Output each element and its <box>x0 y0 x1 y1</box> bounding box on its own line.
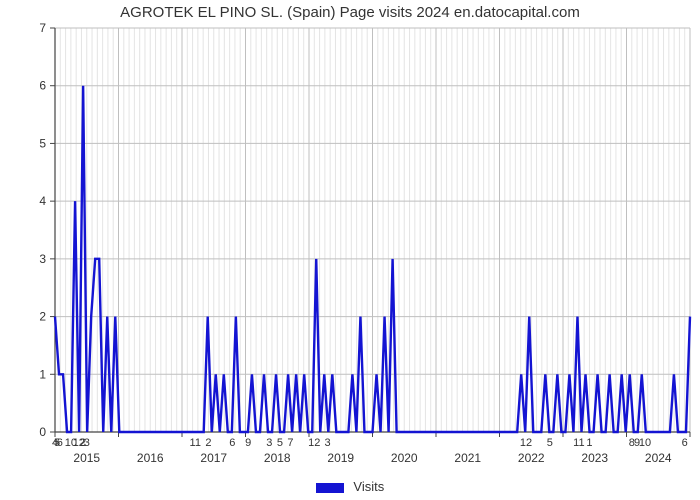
svg-text:3: 3 <box>84 437 90 449</box>
svg-text:2019: 2019 <box>327 451 354 465</box>
svg-text:10: 10 <box>639 437 651 449</box>
svg-text:2024: 2024 <box>645 451 672 465</box>
svg-text:6: 6 <box>57 437 63 449</box>
svg-text:7: 7 <box>39 21 46 35</box>
svg-text:12: 12 <box>308 437 320 449</box>
svg-text:11: 11 <box>573 437 584 449</box>
legend-label: Visits <box>353 479 384 494</box>
svg-text:7: 7 <box>287 437 293 449</box>
legend-swatch <box>316 483 344 493</box>
svg-text:1: 1 <box>39 367 46 381</box>
svg-text:12: 12 <box>520 437 532 449</box>
svg-text:2021: 2021 <box>454 451 481 465</box>
chart-title: AGROTEK EL PINO SL. (Spain) Page visits … <box>0 4 700 21</box>
svg-text:3: 3 <box>39 252 46 266</box>
svg-text:11: 11 <box>190 437 201 449</box>
svg-text:2: 2 <box>205 437 211 449</box>
svg-text:4: 4 <box>39 194 46 208</box>
legend: Visits <box>0 479 700 494</box>
svg-text:6: 6 <box>39 79 46 93</box>
svg-text:5: 5 <box>547 437 553 449</box>
chart-container: AGROTEK EL PINO SL. (Spain) Page visits … <box>0 0 700 500</box>
svg-text:2023: 2023 <box>581 451 608 465</box>
chart-svg: 0123456720152016201720182019202020212022… <box>0 0 700 500</box>
svg-text:2015: 2015 <box>73 451 100 465</box>
svg-text:2: 2 <box>39 310 46 324</box>
svg-text:1: 1 <box>586 437 592 449</box>
svg-text:9: 9 <box>245 437 251 449</box>
svg-text:2016: 2016 <box>137 451 164 465</box>
svg-text:2017: 2017 <box>200 451 227 465</box>
svg-text:6: 6 <box>229 437 235 449</box>
svg-text:2020: 2020 <box>391 451 418 465</box>
svg-text:2018: 2018 <box>264 451 291 465</box>
svg-text:5: 5 <box>39 136 46 150</box>
svg-text:0: 0 <box>39 425 46 439</box>
svg-text:6: 6 <box>682 437 688 449</box>
svg-text:3: 3 <box>266 437 272 449</box>
svg-text:5: 5 <box>277 437 283 449</box>
svg-text:3: 3 <box>324 437 330 449</box>
svg-text:2022: 2022 <box>518 451 545 465</box>
